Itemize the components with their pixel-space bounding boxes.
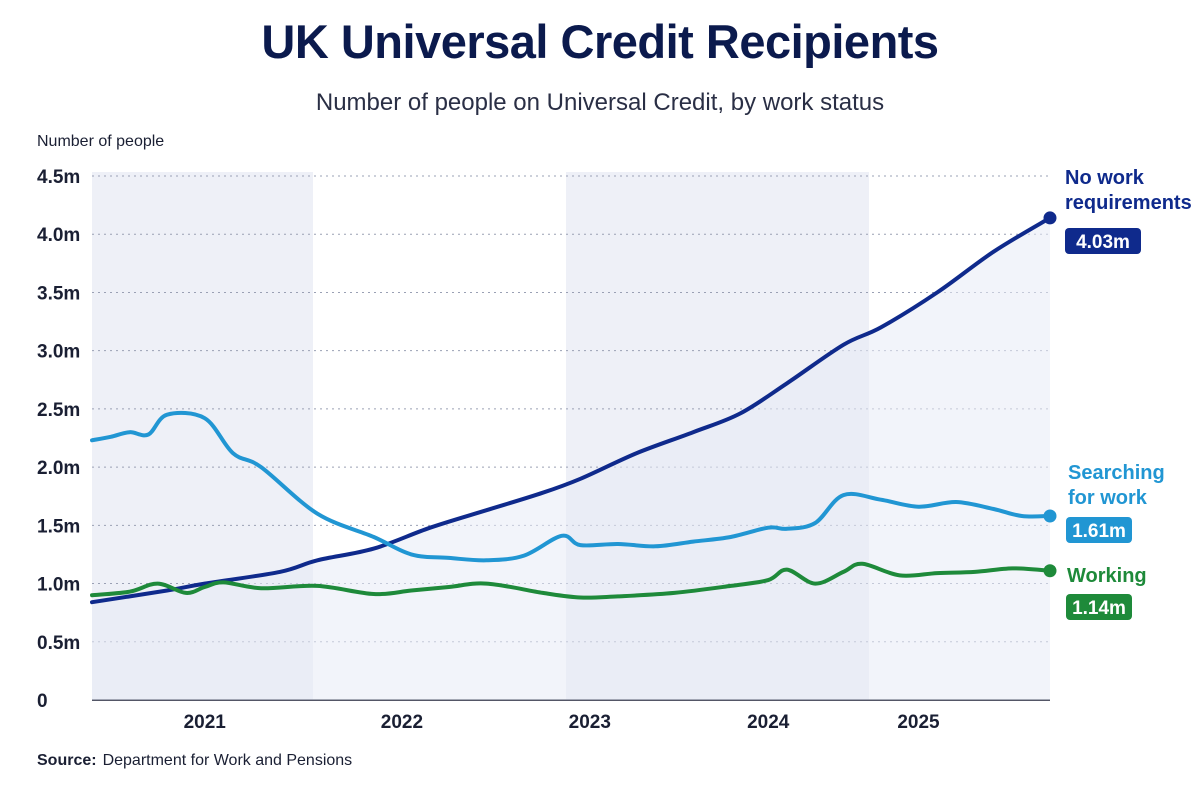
value-badge-working: 1.14m	[1072, 598, 1126, 619]
y-tick-label: 0	[37, 691, 48, 712]
value-badge-no-work-requirements: 4.03m	[1076, 232, 1130, 253]
series-line-searching-for-work	[90, 410, 1052, 563]
source-note: Source: Department for Work and Pensions	[37, 752, 352, 770]
y-tick-label: 1.0m	[37, 575, 80, 596]
y-tick-label: 3.5m	[37, 283, 80, 304]
series-line-working	[90, 561, 1052, 600]
y-tick-label: 0.5m	[37, 633, 80, 654]
x-tick-label: 2022	[381, 712, 423, 733]
y-tick-label: 1.5m	[37, 516, 80, 537]
series-label-no-work-requirements: No work requirements	[1065, 167, 1192, 214]
y-tick-label: 2.5m	[37, 400, 80, 421]
y-tick-label: 4.0m	[37, 225, 80, 246]
value-badge-searching-for-work: 1.61m	[1072, 521, 1126, 542]
series-label-working: Working	[1067, 565, 1147, 587]
y-tick-label: 4.5m	[37, 167, 80, 188]
source-label: Source:	[37, 752, 97, 769]
x-tick-label: 2021	[184, 712, 227, 733]
value-badge-bg	[1066, 517, 1132, 543]
chart-title: UK Universal Credit Recipients	[261, 15, 939, 68]
chart-subtitle: Number of people on Universal Credit, by…	[315, 89, 885, 116]
series-line-no-work-requirements	[90, 215, 1052, 605]
y-tick-label: 3.0m	[37, 342, 80, 363]
x-tick-label: 2024	[747, 712, 790, 733]
y-axis-ticks: 0 0.5m 1.0m 1.5m 2.0m 2.5m 3.0m 3.5m 4.0m 4.5m	[37, 167, 80, 712]
x-tick-label: 2025	[897, 712, 940, 733]
x-tick-label: 2023	[569, 712, 611, 733]
value-badge-bg	[1065, 228, 1141, 254]
series-lines	[90, 211, 1057, 700]
x-axis-ticks: 2021 2022 2023 2024 2025	[184, 712, 941, 733]
series-end-point	[1043, 509, 1057, 523]
series-labels: No work requirements 4.03m Searching for wor…	[1065, 167, 1192, 620]
y-axis-label: Number of people	[37, 133, 165, 150]
source-text: Department for Work and Pensions	[102, 752, 353, 769]
y-tick-label: 2.0m	[37, 458, 80, 479]
series-label-searching-for-work: Searching for work	[1068, 462, 1165, 509]
value-badge-bg	[1066, 594, 1132, 620]
series-end-point	[1043, 211, 1057, 225]
series-area-no-work-requirements	[92, 217, 1050, 700]
series-end-point	[1043, 564, 1057, 578]
